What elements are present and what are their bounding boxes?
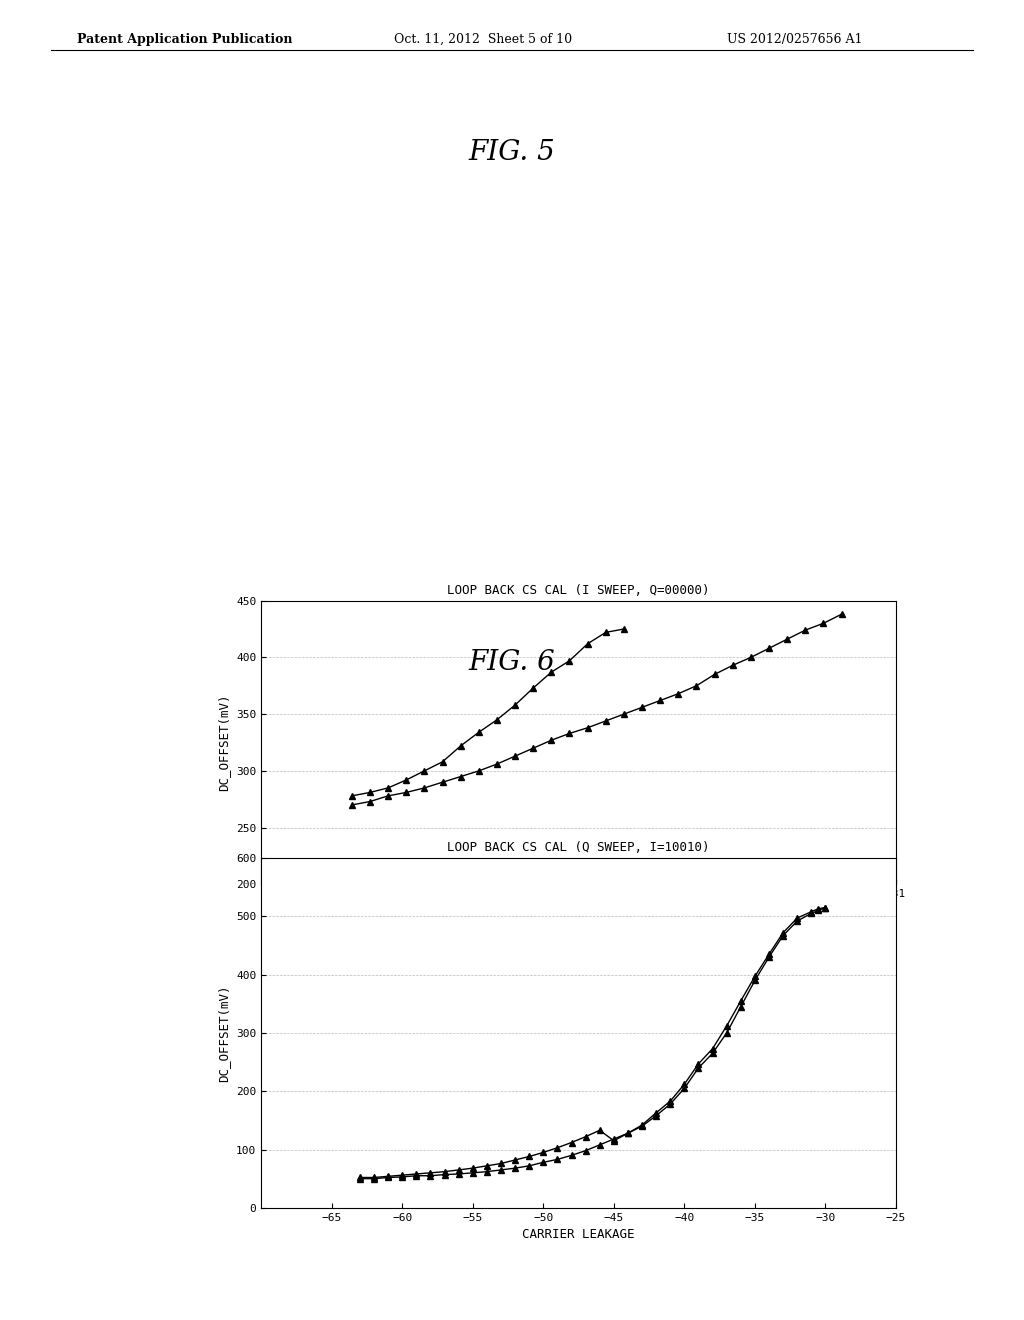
Text: Patent Application Publication: Patent Application Publication <box>77 33 292 46</box>
Title: LOOP BACK CS CAL (I SWEEP, Q=00000): LOOP BACK CS CAL (I SWEEP, Q=00000) <box>447 583 710 597</box>
X-axis label: CARRIER LEAKAGE: CARRIER LEAKAGE <box>522 904 635 917</box>
Title: LOOP BACK CS CAL (Q SWEEP, I=10010): LOOP BACK CS CAL (Q SWEEP, I=10010) <box>447 841 710 854</box>
Y-axis label: DC_OFFSET(mV): DC_OFFSET(mV) <box>217 694 230 791</box>
Y-axis label: DC_OFFSET(mV): DC_OFFSET(mV) <box>217 985 230 1081</box>
Text: US 2012/0257656 A1: US 2012/0257656 A1 <box>727 33 862 46</box>
X-axis label: CARRIER LEAKAGE: CARRIER LEAKAGE <box>522 1228 635 1241</box>
Text: FIG. 5: FIG. 5 <box>469 139 555 165</box>
Text: Oct. 11, 2012  Sheet 5 of 10: Oct. 11, 2012 Sheet 5 of 10 <box>394 33 572 46</box>
Text: FIG. 6: FIG. 6 <box>469 649 555 676</box>
